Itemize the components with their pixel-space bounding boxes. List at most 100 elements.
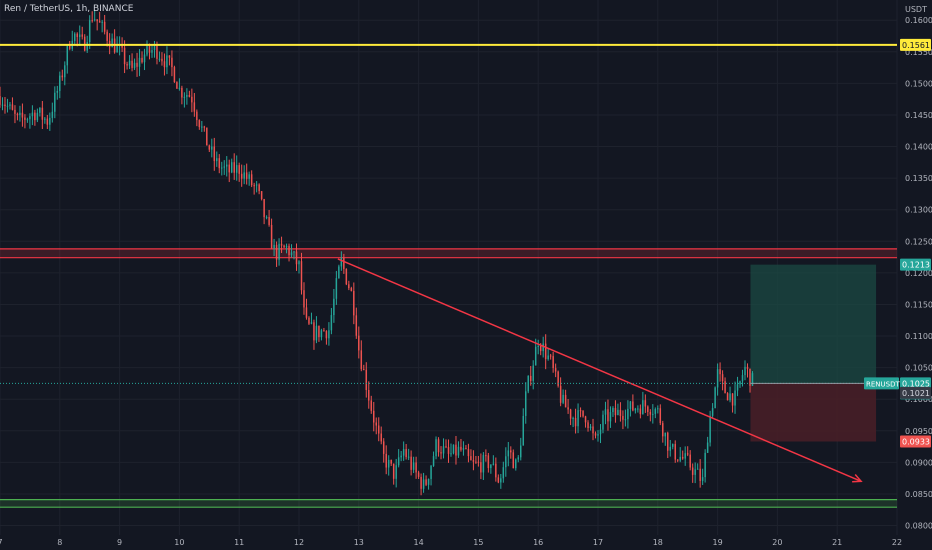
candle-body [96, 19, 98, 22]
candle-body [86, 42, 88, 51]
price-labels: 0.15610.12130.102559:12RENUSDT0.10210.09… [864, 38, 931, 448]
candle-body [696, 468, 699, 470]
candle-body [726, 393, 729, 401]
price-axis[interactable]: USDT 0.1600 0.1550 0.1500 0.1450 0.1400 0.135… [905, 5, 932, 531]
candle-body [201, 126, 203, 128]
stop-price-label: 0.0933 [902, 438, 930, 447]
candle-body [78, 34, 81, 37]
candle-body [711, 408, 714, 416]
price-zones [0, 248, 897, 508]
top-resistance-price-label: 0.1561 [902, 41, 930, 50]
candle-body [542, 343, 544, 352]
candle-body [676, 459, 679, 461]
candle-body [410, 456, 412, 470]
candle-body [385, 453, 387, 468]
candle-body [642, 400, 644, 415]
candle-body [64, 65, 66, 78]
candle-body [577, 410, 579, 427]
candle-body [221, 167, 223, 169]
candle-body [49, 117, 51, 125]
candle-body [749, 368, 751, 386]
candle-body [510, 450, 512, 453]
candle-body [624, 419, 627, 421]
candle-body [235, 165, 238, 173]
candle-body [168, 55, 171, 58]
candle-body [323, 330, 325, 332]
candle-body [450, 453, 452, 455]
candle-body [163, 61, 166, 68]
candle-body [706, 442, 709, 453]
candle-body [704, 452, 706, 478]
candle-body [54, 92, 56, 112]
candle-body [51, 111, 54, 118]
candle-series [0, 10, 754, 496]
candle-body [250, 174, 253, 186]
candle-body [607, 409, 609, 422]
trendline-arrow [852, 474, 863, 483]
support-zone [0, 499, 897, 508]
candle-body [36, 112, 39, 121]
candle-body [557, 371, 559, 386]
y-tick-label: 0.1400 [905, 143, 932, 152]
candle-body [98, 21, 101, 23]
candle-body [681, 456, 684, 459]
candle-body [300, 261, 303, 291]
candle-body [744, 366, 746, 376]
candle-body [490, 464, 492, 469]
candle-body [669, 446, 672, 451]
candle-body [245, 172, 248, 179]
x-tick-label: 14 [414, 538, 424, 547]
candle-body [203, 126, 206, 128]
candle-body [477, 461, 480, 463]
candle-body [751, 373, 754, 386]
candle-body [644, 400, 647, 407]
candle-body [153, 44, 156, 51]
candle-body [265, 217, 268, 219]
candle-body [243, 172, 245, 179]
candle-body [657, 408, 659, 410]
candle-body [731, 393, 734, 406]
symbol-tag-bg [864, 377, 899, 390]
y-tick-label: 0.1150 [905, 300, 932, 309]
candle-body [427, 478, 430, 485]
candle-body [582, 410, 584, 417]
candle-body [405, 449, 407, 458]
candle-body [370, 400, 373, 411]
candle-body [721, 374, 724, 382]
candle-body [380, 433, 382, 442]
candle-body [437, 439, 440, 453]
candle-body [729, 393, 731, 401]
time-axis[interactable]: 7 8 9 10 11 12 13 14 15 16 17 18 19 20 21 22 [0, 538, 902, 547]
candle-body [363, 369, 365, 371]
candle-body [417, 472, 420, 477]
y-tick-label: 0.0850 [905, 490, 932, 499]
y-tick-label: 0.1100 [905, 332, 932, 341]
candle-body [382, 441, 385, 454]
candle-body [475, 461, 477, 463]
candle-body [19, 112, 21, 116]
candle-body [253, 185, 255, 187]
candle-body [422, 479, 425, 489]
candle-body [500, 478, 502, 483]
candle-body [639, 408, 642, 415]
candle-body [507, 450, 510, 457]
candle-body [41, 107, 44, 120]
candle-body [34, 112, 36, 121]
candle-body [397, 457, 400, 466]
candle-body [358, 335, 360, 351]
candle-body [549, 355, 552, 357]
y-tick-label: 0.1600 [905, 16, 932, 25]
candle-body [305, 307, 308, 318]
x-tick-label: 17 [593, 538, 603, 547]
candle-body [614, 408, 617, 416]
candle-body [116, 45, 118, 53]
candle-body [522, 415, 524, 446]
candle-body [734, 390, 736, 406]
candle-body [338, 266, 340, 279]
candle-body [445, 446, 447, 448]
candle-body [263, 199, 265, 218]
candle-body [198, 120, 201, 128]
candle-body [131, 60, 133, 68]
candle-body [345, 268, 348, 285]
